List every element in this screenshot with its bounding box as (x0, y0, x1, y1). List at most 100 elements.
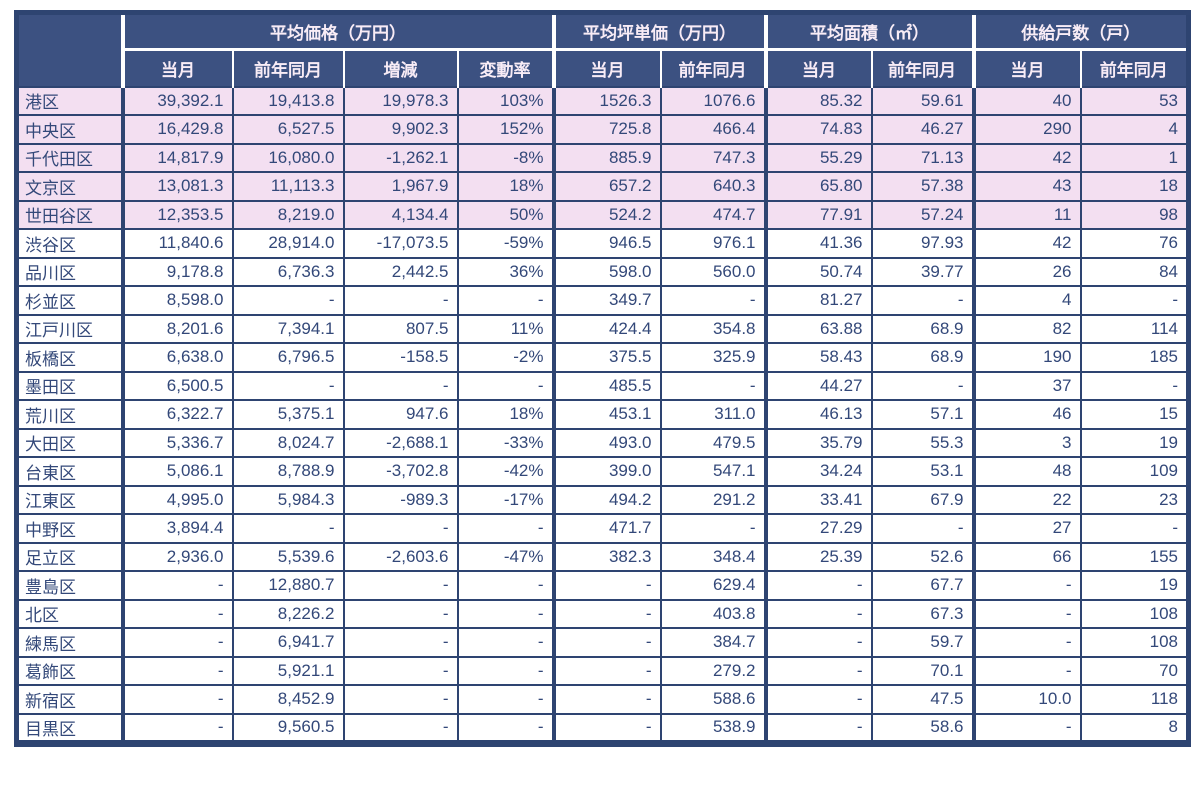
data-cell: 67.7 (870, 570, 975, 601)
data-cell: 42 (971, 142, 1082, 173)
data-cell: 55.29 (763, 142, 873, 173)
data-cell: -47% (456, 541, 555, 572)
data-cell: - (763, 627, 873, 658)
data-cell: 68.9 (870, 313, 975, 344)
row-label: 千代田区 (15, 142, 124, 173)
sub-header-price-prev-year: 前年同月 (231, 49, 344, 87)
data-cell: 16,429.8 (120, 114, 234, 145)
data-cell: 77.91 (763, 199, 873, 230)
row-label: 中野区 (15, 513, 124, 544)
data-cell: 4,995.0 (120, 484, 234, 515)
data-cell: 41.36 (763, 228, 873, 259)
data-cell: 23 (1079, 484, 1190, 515)
data-cell: 71.13 (870, 142, 975, 173)
data-cell: - (342, 655, 459, 686)
data-cell: - (456, 627, 555, 658)
data-cell: - (551, 570, 662, 601)
corner-cell (16, 12, 125, 87)
data-cell: 6,941.7 (231, 627, 345, 658)
data-cell: 18 (1079, 171, 1190, 202)
data-cell: 82 (971, 313, 1082, 344)
data-cell: 885.9 (551, 142, 662, 173)
data-cell: - (342, 570, 459, 601)
table-row: 葛飾区 -5,921.1- - -279.2-70.1-70 (15, 655, 1190, 686)
data-cell: - (971, 655, 1082, 686)
data-cell: 55.3 (870, 427, 975, 458)
table-body: 港区 39,392.1 19,413.8 19,978.3 103% 1526.3 1076… (15, 85, 1190, 744)
group-header-avg-tsubo-price: 平均坪単価（万円） (551, 12, 766, 51)
data-cell: 67.3 (870, 598, 975, 629)
data-cell: -17% (456, 484, 555, 515)
data-cell: 8,024.7 (231, 427, 345, 458)
data-cell: - (870, 370, 975, 401)
row-label: 台東区 (15, 456, 124, 487)
row-label: 文京区 (15, 171, 124, 202)
data-cell: 35.79 (763, 427, 873, 458)
data-cell: 8,226.2 (231, 598, 345, 629)
data-cell: - (763, 712, 873, 744)
data-cell: 108 (1079, 627, 1190, 658)
data-cell: 53.1 (870, 456, 975, 487)
data-cell: 155 (1079, 541, 1190, 572)
data-cell: 103% (456, 85, 555, 116)
data-cell: 10.0 (971, 684, 1082, 715)
data-cell: - (870, 513, 975, 544)
data-cell: 6,500.5 (120, 370, 234, 401)
data-cell: 325.9 (659, 342, 767, 373)
ward-stats-table: 平均価格（万円） 平均坪単価（万円） 平均面積（㎡） 供給戸数（戸） 当月 前年… (14, 10, 1191, 747)
sub-header-units-current: 当月 (971, 49, 1081, 87)
data-cell: 11 (971, 199, 1082, 230)
group-header-supply-units: 供給戸数（戸） (971, 12, 1189, 51)
data-cell: 33.41 (763, 484, 873, 515)
data-cell: - (971, 712, 1082, 744)
data-cell: 18% (456, 171, 555, 202)
data-cell: - (659, 285, 767, 316)
data-cell: - (342, 627, 459, 658)
data-cell: 471.7 (551, 513, 662, 544)
table-row: 新宿区 -8,452.9- - -588.6-47.5 10.0 118 (15, 684, 1190, 715)
data-cell: - (456, 655, 555, 686)
table-row: 墨田区 6,500.5- - -485.5-44.27-37- (15, 370, 1190, 401)
data-cell: 8,201.6 (120, 313, 234, 344)
table-header: 平均価格（万円） 平均坪単価（万円） 平均面積（㎡） 供給戸数（戸） 当月 前年… (16, 12, 1189, 87)
data-cell: 12,880.7 (231, 570, 345, 601)
data-cell: 52.6 (870, 541, 975, 572)
data-cell: 67.9 (870, 484, 975, 515)
data-cell: 14,817.9 (120, 142, 234, 173)
data-cell: 48 (971, 456, 1082, 487)
data-cell: 1 (1079, 142, 1190, 173)
data-cell: 70.1 (870, 655, 975, 686)
data-cell: 8,219.0 (231, 199, 345, 230)
data-cell: - (120, 598, 234, 629)
data-cell: - (456, 712, 555, 744)
data-cell: 19 (1079, 570, 1190, 601)
sub-header-tsubo-prev-year: 前年同月 (659, 49, 766, 87)
data-cell: 5,984.3 (231, 484, 345, 515)
data-cell: 493.0 (551, 427, 662, 458)
sub-header-price-change: 増減 (342, 49, 458, 87)
data-cell: 85.32 (763, 85, 873, 116)
row-label: 足立区 (15, 541, 124, 572)
data-cell: 81.27 (763, 285, 873, 316)
data-cell: 44.27 (763, 370, 873, 401)
data-cell: 424.4 (551, 313, 662, 344)
data-cell: 43 (971, 171, 1082, 202)
data-cell: 37 (971, 370, 1082, 401)
data-cell: - (971, 598, 1082, 629)
data-cell: 185 (1079, 342, 1190, 373)
data-cell: 63.88 (763, 313, 873, 344)
row-label: 練馬区 (15, 627, 124, 658)
data-cell: 39.77 (870, 256, 975, 287)
data-cell: 42 (971, 228, 1082, 259)
data-cell: 50.74 (763, 256, 873, 287)
data-cell: 5,539.6 (231, 541, 345, 572)
row-label: 目黒区 (15, 712, 124, 744)
data-cell: 4,134.4 (342, 199, 459, 230)
row-label: 江戸川区 (15, 313, 124, 344)
sub-header-units-prev-year: 前年同月 (1079, 49, 1189, 87)
data-cell: 16,080.0 (231, 142, 345, 173)
row-label: 大田区 (15, 427, 124, 458)
data-cell: 74.83 (763, 114, 873, 145)
data-cell: 382.3 (551, 541, 662, 572)
data-cell: 97.93 (870, 228, 975, 259)
